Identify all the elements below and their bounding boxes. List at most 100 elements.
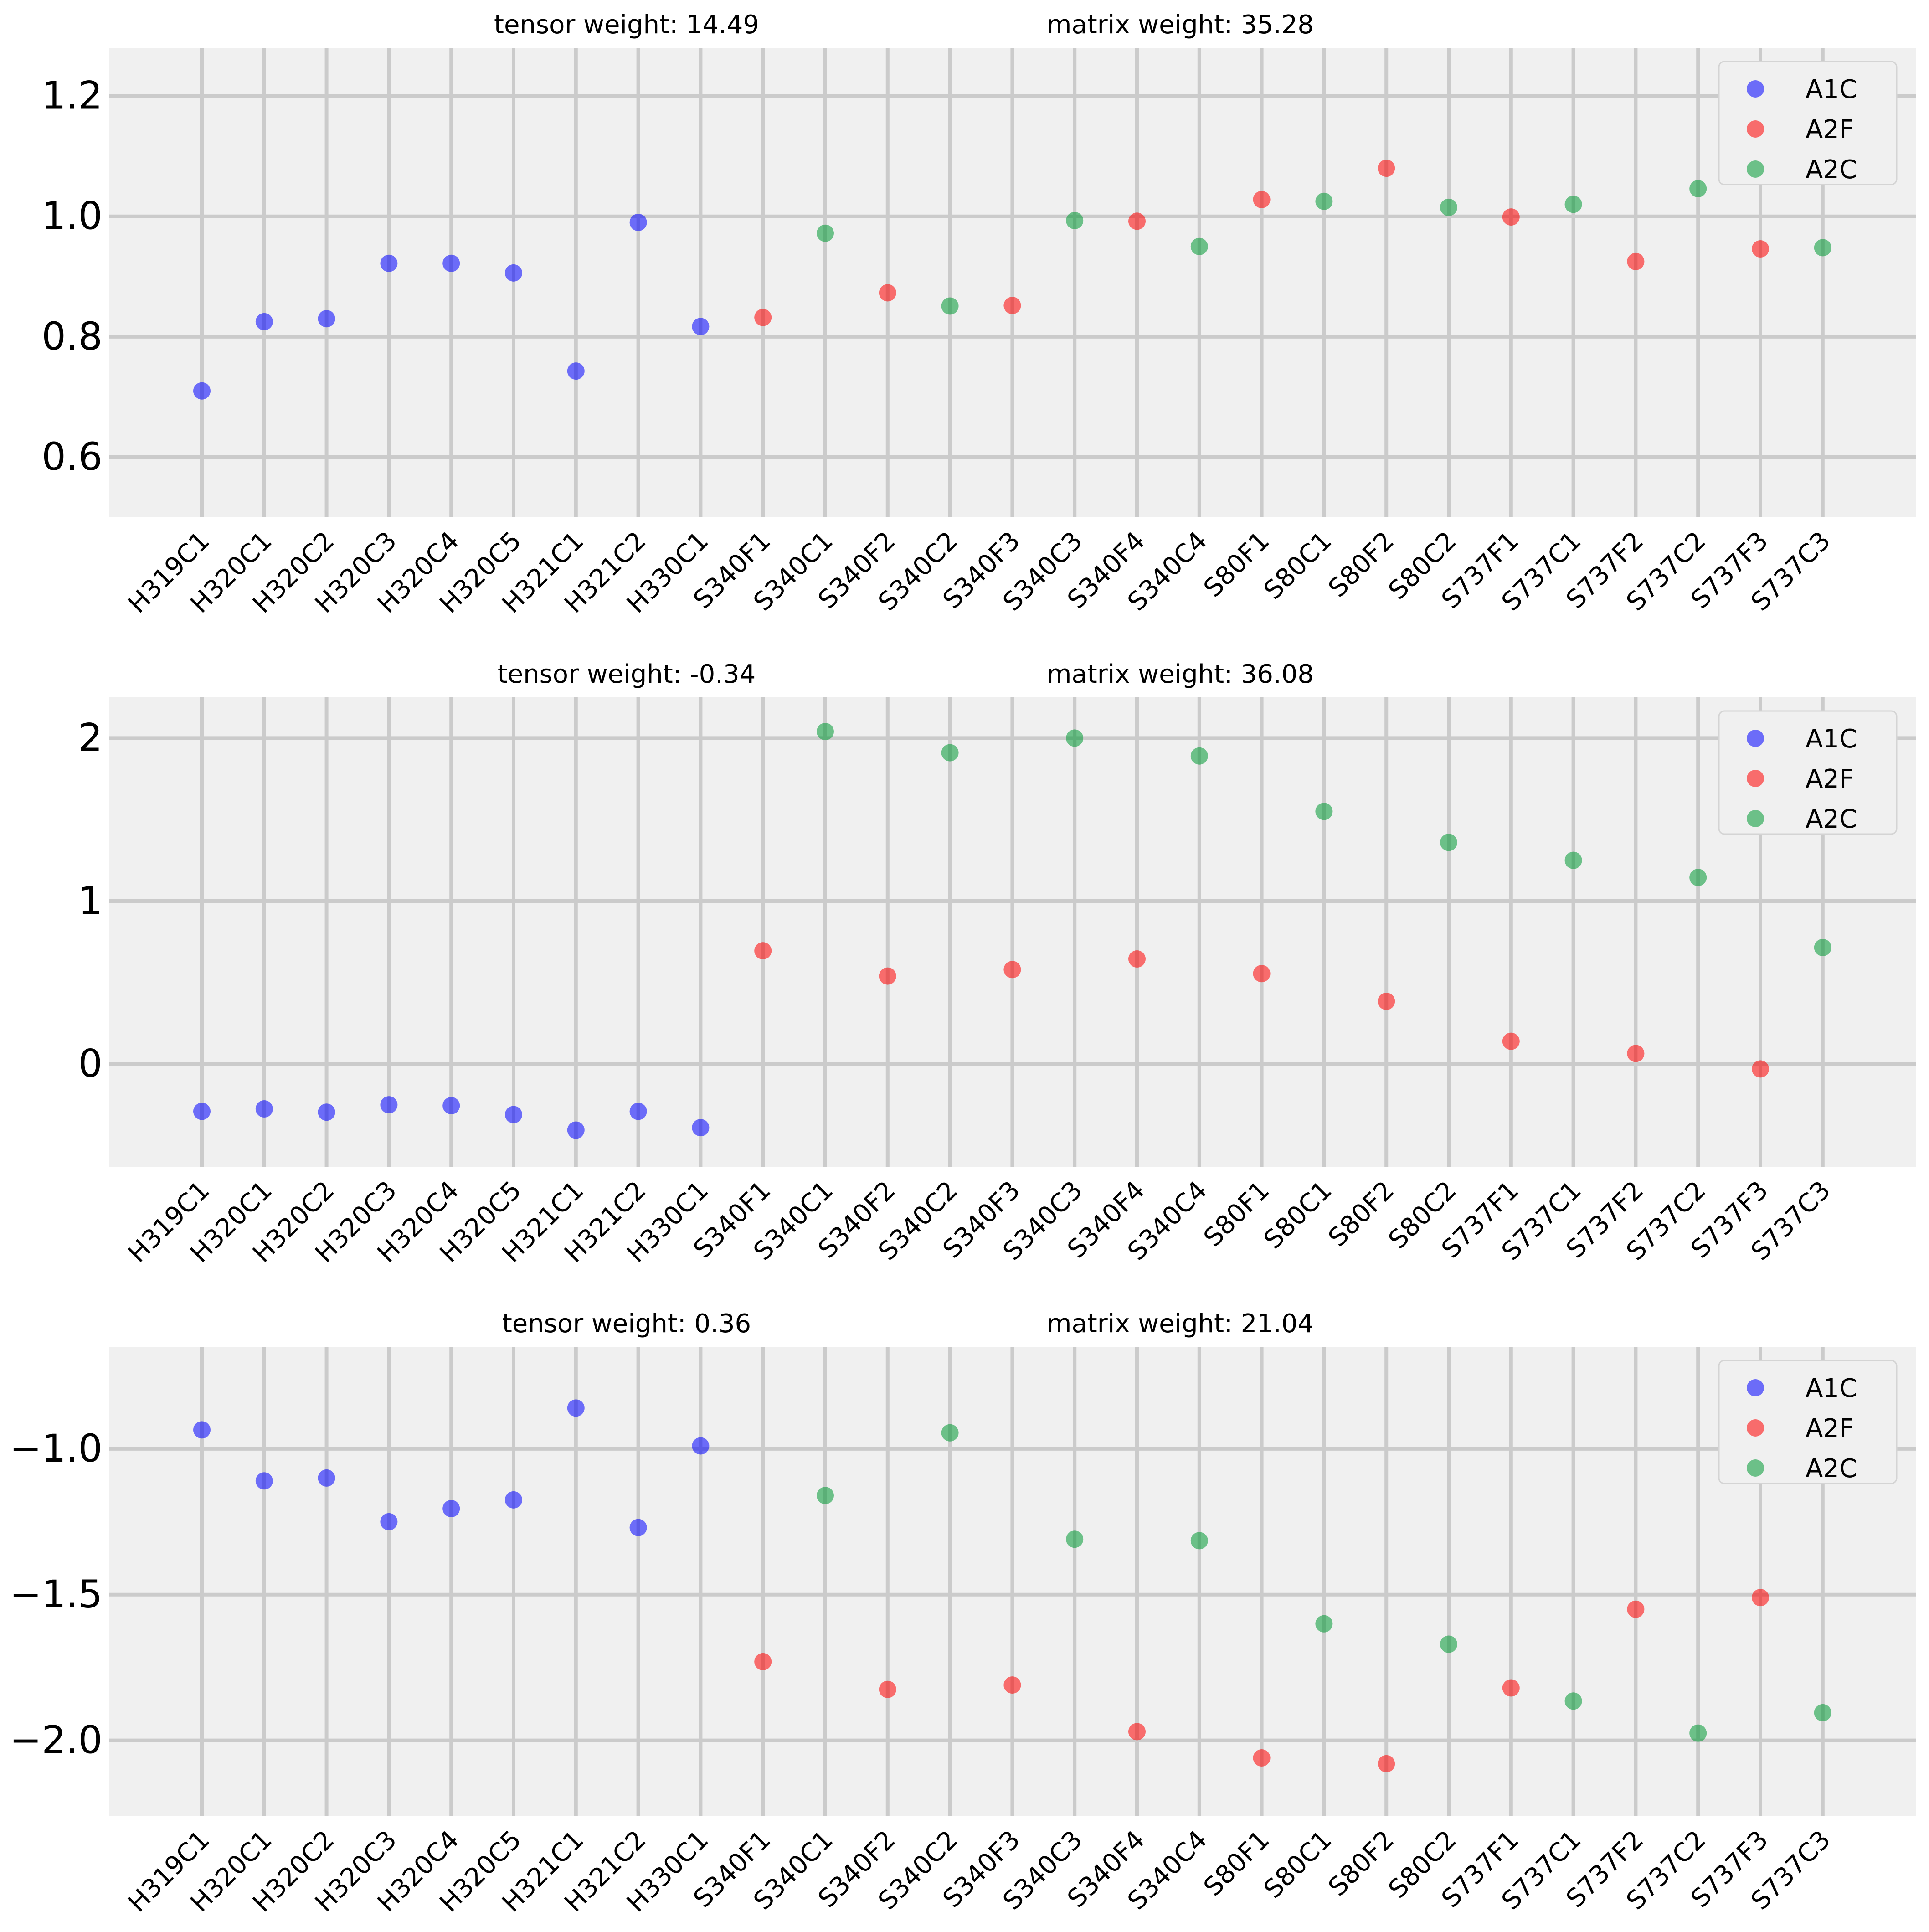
legend: A1C A2F A2C — [1718, 1360, 1898, 1484]
data-point-a1c — [380, 254, 398, 272]
y-tick-label: −1.5 — [10, 1572, 103, 1617]
data-point-a2c — [1814, 239, 1831, 257]
data-point-a1c — [255, 1100, 273, 1118]
data-point-a2c — [941, 297, 959, 315]
data-point-a2c — [1689, 1724, 1707, 1742]
legend-marker-a2c — [1747, 810, 1764, 827]
data-point-a2c — [817, 1487, 834, 1504]
data-point-a2f — [1502, 1032, 1520, 1050]
legend-label: A2C — [1806, 804, 1857, 834]
legend-label: A2C — [1806, 155, 1857, 185]
legend: A1C A2F A2C — [1718, 61, 1898, 185]
legend-box — [1718, 710, 1898, 835]
data-point-a2f — [1378, 160, 1395, 177]
data-point-a2f — [754, 942, 772, 960]
legend-label: A2F — [1806, 764, 1854, 794]
data-point-a2f — [1128, 212, 1146, 230]
data-point-a1c — [629, 213, 647, 231]
data-point-a1c — [193, 1421, 211, 1439]
data-point-a1c — [380, 1513, 398, 1530]
data-point-a2c — [1814, 938, 1831, 956]
data-point-a1c — [567, 1399, 585, 1417]
data-point-a1c — [567, 362, 585, 380]
data-point-a2c — [1564, 196, 1582, 213]
data-point-a2c — [817, 723, 834, 741]
data-point-a2f — [879, 284, 896, 302]
data-point-a2f — [1253, 191, 1271, 208]
data-point-a2c — [1190, 747, 1208, 765]
data-point-a1c — [692, 318, 710, 335]
y-tick-label: 1.0 — [41, 194, 103, 238]
data-point-a1c — [692, 1437, 710, 1455]
data-point-a2f — [1003, 961, 1021, 979]
y-tick-label: 1.2 — [41, 73, 103, 118]
legend-label: A2F — [1806, 115, 1854, 144]
data-point-a2c — [941, 744, 959, 762]
legend-marker-a2c — [1747, 160, 1764, 178]
data-point-a2c — [1066, 729, 1084, 747]
data-point-a2c — [1689, 180, 1707, 197]
legend: A1C A2F A2C — [1718, 710, 1898, 835]
y-tick-label: 0.8 — [41, 314, 103, 359]
y-tick-label: −1.0 — [10, 1426, 103, 1471]
chart-panel-1: H319C1H320C1H320C2H320C3H320C4H320C5H321… — [41, 10, 1916, 619]
data-point-a1c — [255, 313, 273, 330]
data-point-a2c — [1440, 198, 1457, 216]
data-point-a2c — [1564, 851, 1582, 869]
data-point-a2f — [1502, 208, 1520, 226]
data-point-a2c — [817, 224, 834, 242]
data-point-a1c — [193, 1103, 211, 1120]
data-point-a2f — [1627, 1600, 1645, 1618]
data-point-a2f — [879, 1680, 896, 1698]
data-point-a1c — [505, 1106, 522, 1123]
data-point-a2c — [1564, 1692, 1582, 1710]
legend-marker-a2f — [1747, 1419, 1764, 1437]
data-point-a1c — [193, 382, 211, 400]
data-point-a2f — [754, 1653, 772, 1670]
data-point-a1c — [255, 1472, 273, 1490]
data-point-a1c — [318, 1103, 335, 1121]
legend-label: A2C — [1806, 1454, 1857, 1484]
data-point-a2f — [1003, 297, 1021, 314]
data-point-a2f — [1253, 1749, 1271, 1767]
data-point-a2c — [1440, 1635, 1457, 1653]
legend-marker-a2f — [1747, 770, 1764, 787]
data-point-a1c — [629, 1103, 647, 1120]
data-point-a2f — [1627, 252, 1645, 270]
data-point-a2c — [1689, 869, 1707, 886]
title-tensor-weight: tensor weight: 14.49 — [494, 10, 759, 40]
data-point-a2f — [1378, 1755, 1395, 1772]
data-point-a1c — [442, 1097, 460, 1114]
data-point-a2c — [1066, 1530, 1084, 1548]
data-point-a2f — [1502, 1679, 1520, 1697]
data-point-a2f — [1627, 1045, 1645, 1062]
legend-box — [1718, 1360, 1898, 1484]
y-tick-label: −2.0 — [10, 1718, 103, 1762]
y-tick-label: 1 — [78, 878, 103, 923]
title-tensor-weight: tensor weight: -0.34 — [498, 659, 756, 689]
y-tick-label: 0.6 — [41, 434, 103, 479]
legend-label: A1C — [1806, 724, 1857, 754]
data-point-a2c — [1190, 1532, 1208, 1550]
data-point-a2f — [1128, 1723, 1146, 1741]
data-point-a2f — [1128, 950, 1146, 968]
title-matrix-weight: matrix weight: 36.08 — [1047, 659, 1314, 689]
data-point-a1c — [505, 264, 522, 282]
legend-label: A2F — [1806, 1414, 1854, 1443]
data-point-a2f — [1253, 965, 1271, 983]
y-tick-label: 2 — [78, 715, 103, 760]
legend-marker-a1c — [1747, 80, 1764, 98]
data-point-a2f — [1752, 1589, 1769, 1607]
legend-marker-a1c — [1747, 730, 1764, 747]
data-point-a2c — [1814, 1704, 1831, 1721]
title-tensor-weight: tensor weight: 0.36 — [502, 1309, 751, 1339]
legend-marker-a2c — [1747, 1459, 1764, 1477]
data-point-a1c — [318, 1469, 335, 1487]
legend-marker-a1c — [1747, 1379, 1764, 1396]
data-point-a2c — [1315, 192, 1333, 210]
data-point-a1c — [505, 1491, 522, 1509]
data-point-a2f — [879, 967, 896, 985]
data-point-a2c — [1190, 237, 1208, 255]
